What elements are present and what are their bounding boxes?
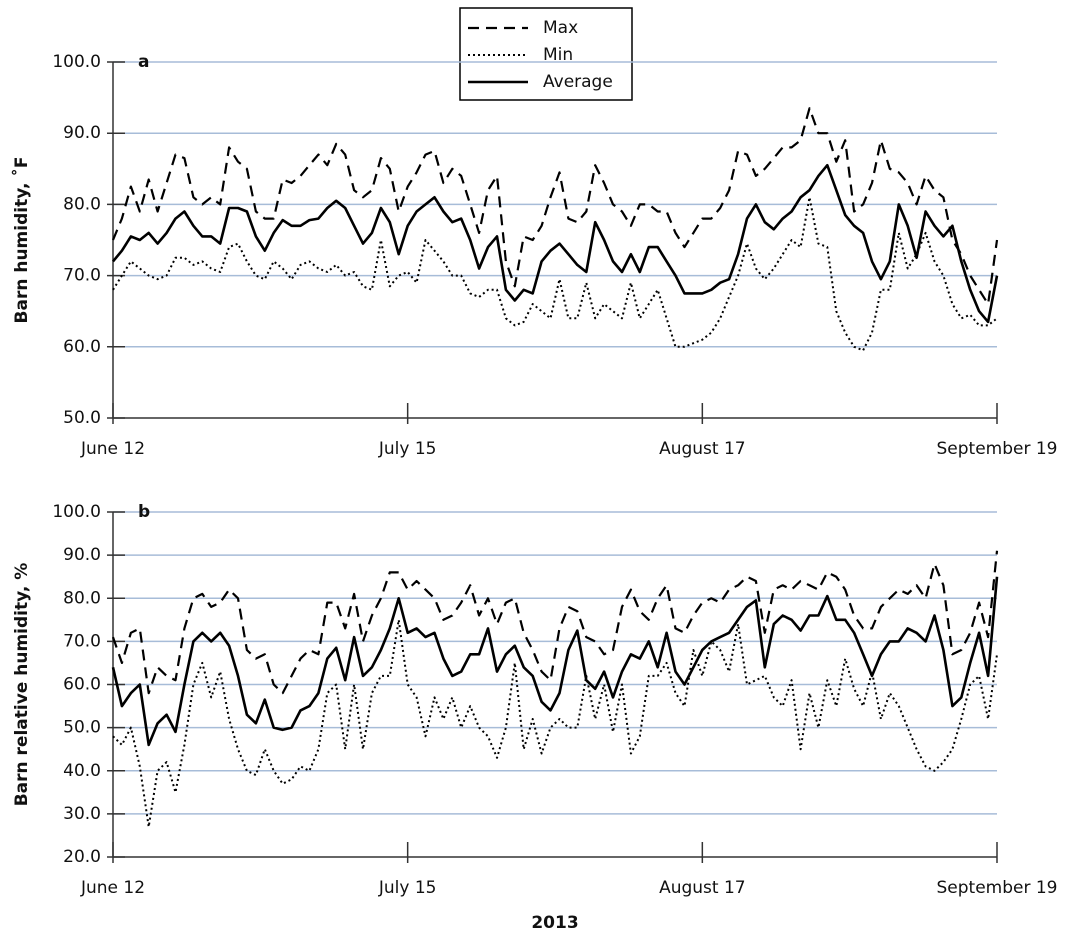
x-tick-label: June 12 (80, 878, 145, 898)
series-line (112, 196, 998, 352)
y-axis-label: Barn relative humidity, % (12, 563, 32, 807)
series-line (111, 550, 999, 695)
legend-label: Min (543, 45, 573, 65)
y-tick-label: 50.0 (63, 408, 101, 428)
y-tick-label: 80.0 (63, 194, 101, 214)
x-tick-label: June 12 (80, 439, 145, 459)
y-tick-label: 90.0 (63, 123, 101, 143)
y-tick-label: 100.0 (52, 52, 101, 72)
x-axis-label: 2013 (531, 913, 578, 933)
x-tick-label: July 15 (378, 439, 437, 459)
y-axis-label: Barn humidity, ˚F (10, 157, 32, 324)
series-line (112, 618, 998, 828)
x-tick-label: September 19 (936, 439, 1057, 459)
y-tick-label: 30.0 (63, 804, 101, 824)
x-tick-label: August 17 (659, 878, 746, 898)
y-tick-label: 70.0 (63, 266, 101, 286)
series-line (112, 163, 999, 324)
y-tick-label: 40.0 (63, 761, 101, 781)
y-tick-label: 60.0 (63, 337, 101, 357)
y-tick-label: 90.0 (63, 545, 101, 565)
x-tick-label: September 19 (936, 878, 1057, 898)
panel-label: b (138, 502, 150, 522)
series-line (111, 107, 999, 306)
legend-label: Average (543, 72, 613, 92)
legend-label: Max (543, 18, 578, 38)
y-tick-label: 50.0 (63, 718, 101, 738)
panel-label: a (138, 52, 149, 72)
y-tick-label: 70.0 (63, 631, 101, 651)
y-tick-label: 20.0 (63, 847, 101, 867)
series-line (111, 576, 999, 747)
y-tick-label: 100.0 (52, 502, 101, 522)
y-tick-label: 60.0 (63, 675, 101, 695)
x-tick-label: August 17 (659, 439, 746, 459)
x-tick-label: July 15 (378, 878, 437, 898)
y-tick-label: 80.0 (63, 588, 101, 608)
